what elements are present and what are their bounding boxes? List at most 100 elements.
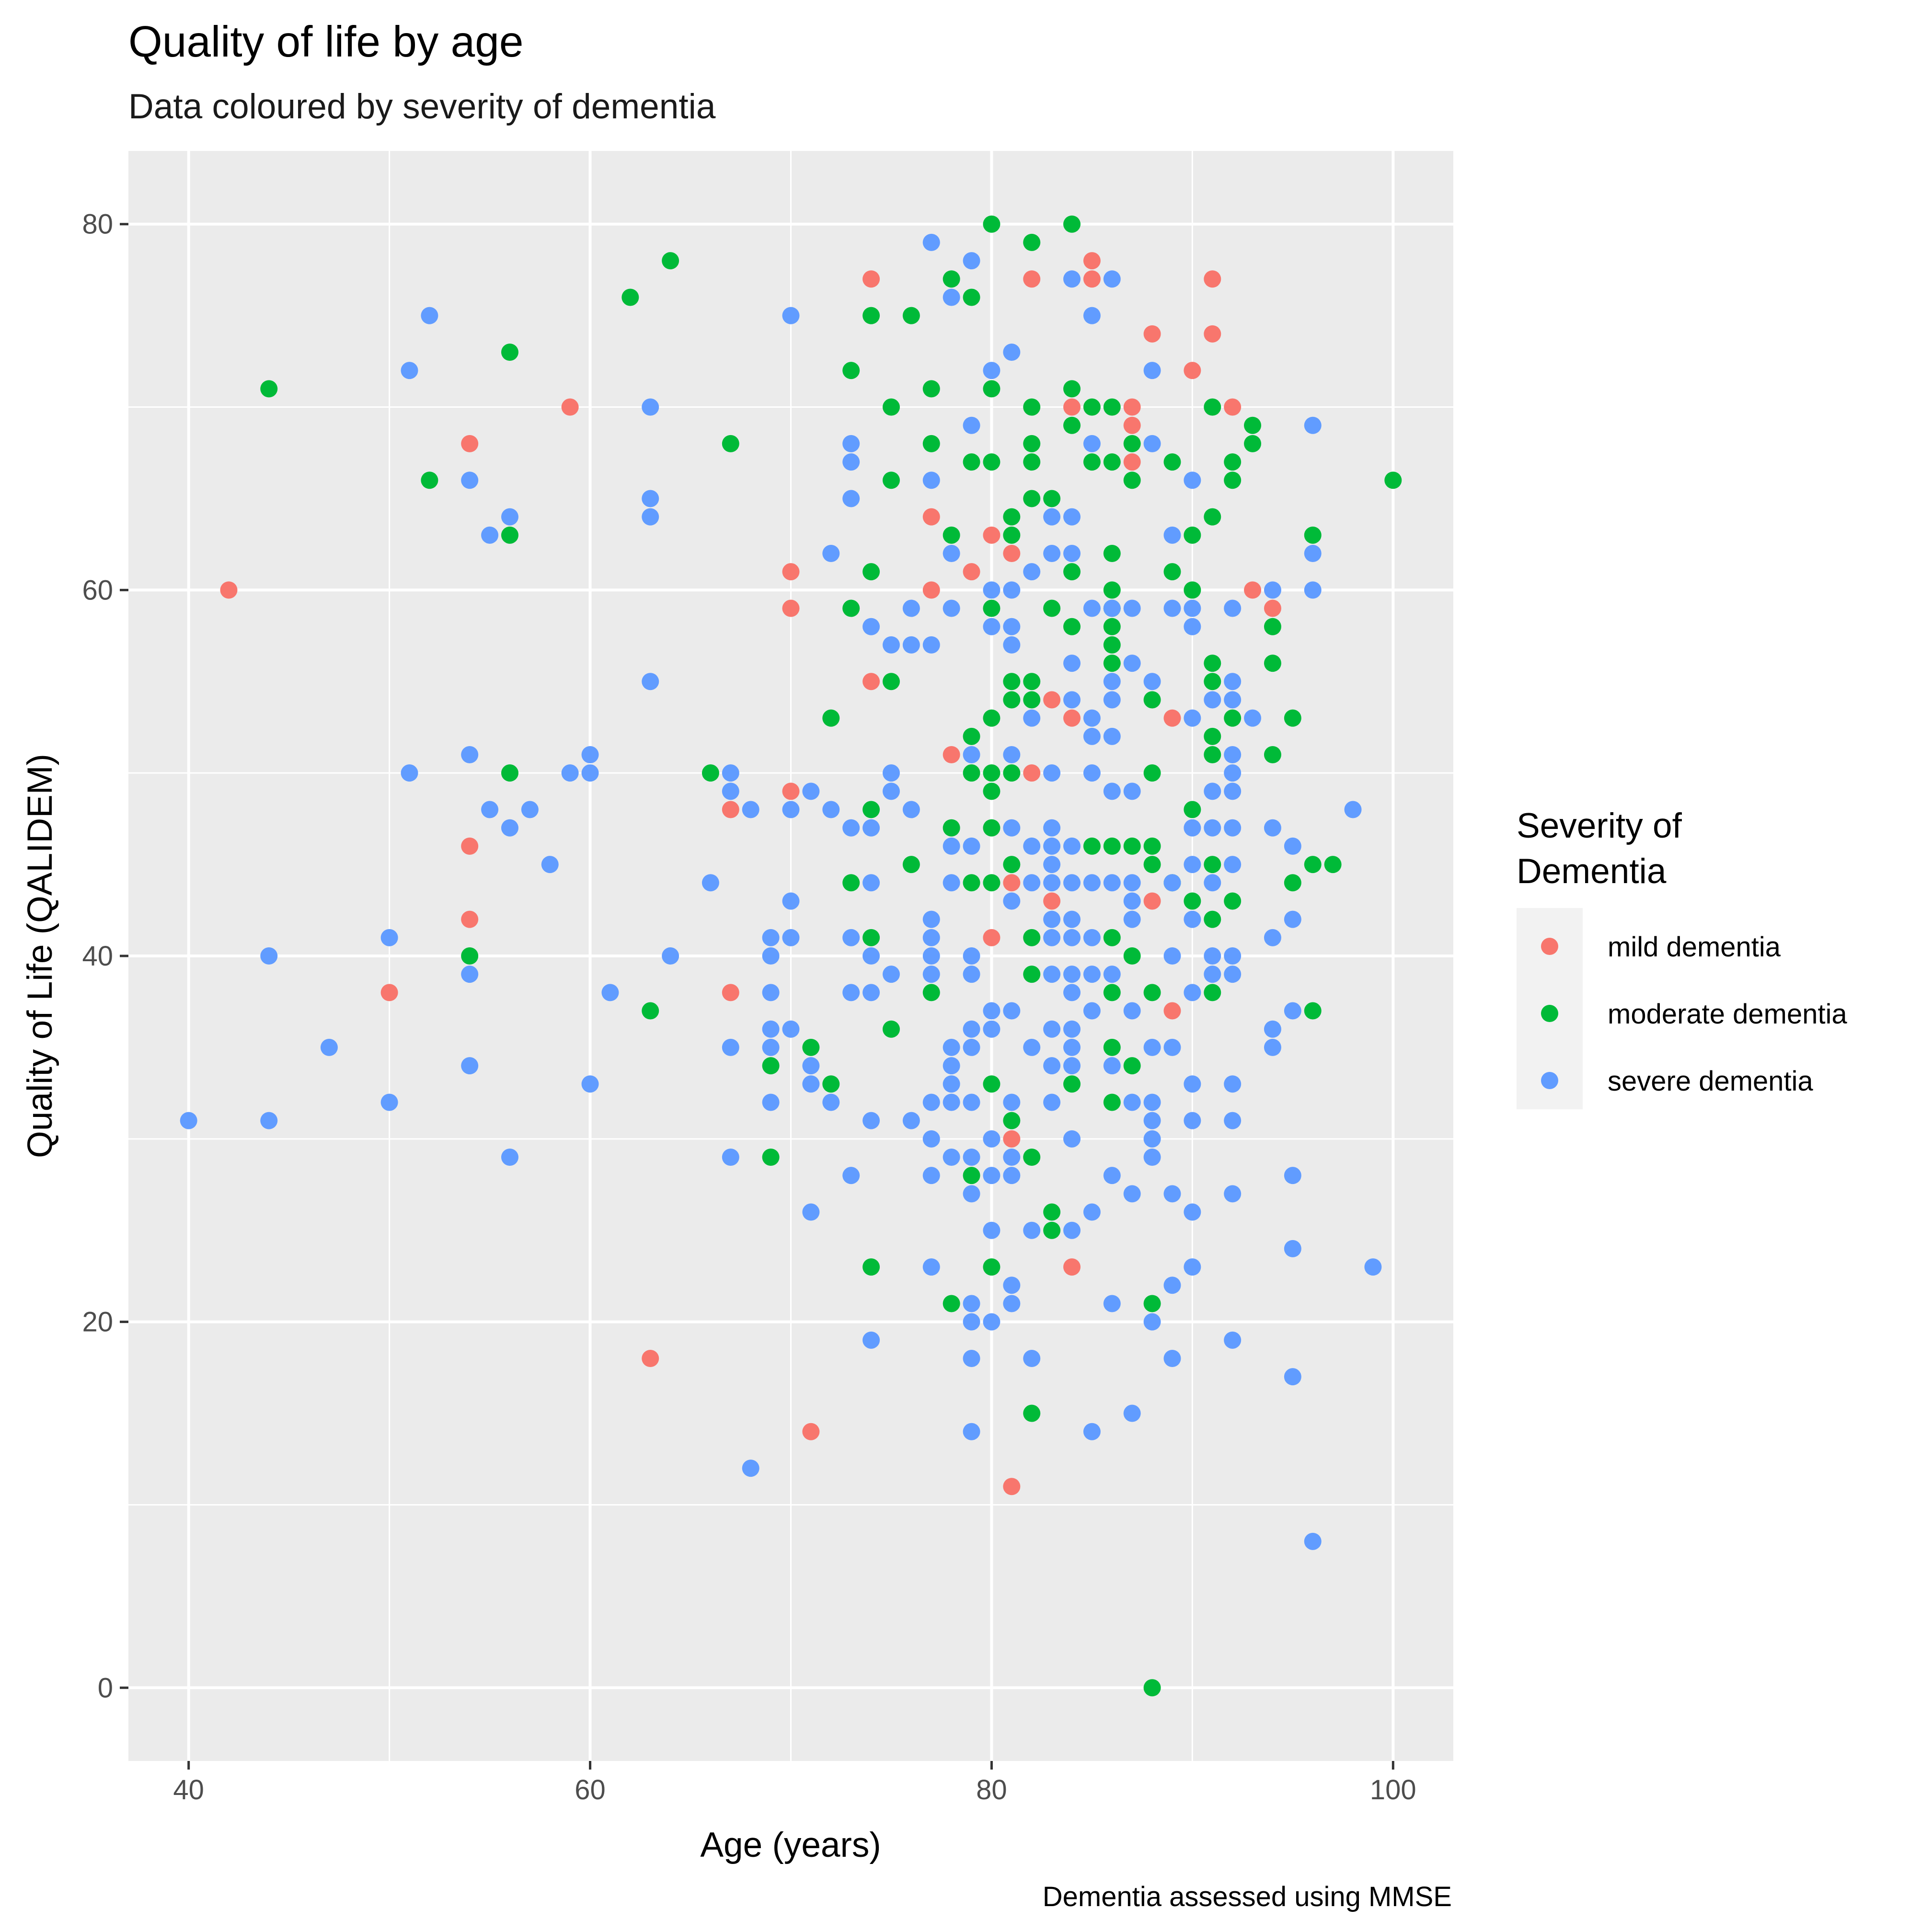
data-point-moderate-dementia xyxy=(501,764,518,782)
data-point-severe-dementia xyxy=(762,929,780,946)
data-point-severe-dementia xyxy=(1143,362,1161,380)
data-point-moderate-dementia xyxy=(1103,1093,1121,1111)
data-point-moderate-dementia xyxy=(1063,215,1081,233)
data-point-severe-dementia xyxy=(1083,1002,1101,1020)
data-point-severe-dementia xyxy=(963,416,980,434)
data-point-severe-dementia xyxy=(1083,764,1101,782)
data-point-mild-dementia xyxy=(1063,398,1081,416)
data-point-moderate-dementia xyxy=(421,472,438,489)
data-point-moderate-dementia xyxy=(1204,673,1221,690)
data-point-severe-dementia xyxy=(1083,435,1101,452)
data-point-mild-dementia xyxy=(1023,270,1041,288)
data-point-mild-dementia xyxy=(782,782,800,800)
data-point-mild-dementia xyxy=(461,837,479,855)
y-tick-label: 0 xyxy=(98,1672,113,1703)
y-axis-ticks: 0 20 40 60 80 xyxy=(82,209,128,1703)
data-point-severe-dementia xyxy=(581,764,599,782)
data-point-severe-dementia xyxy=(842,984,860,1001)
data-point-mild-dementia xyxy=(1244,581,1262,599)
data-point-moderate-dementia xyxy=(1023,490,1041,507)
data-point-severe-dementia xyxy=(1224,691,1242,709)
data-point-severe-dementia xyxy=(461,966,479,983)
data-point-severe-dementia xyxy=(722,764,739,782)
data-point-severe-dementia xyxy=(842,490,860,507)
data-point-mild-dementia xyxy=(1163,709,1181,727)
data-point-mild-dementia xyxy=(1003,874,1021,892)
data-point-moderate-dementia xyxy=(1184,526,1201,544)
data-point-severe-dementia xyxy=(943,599,960,617)
data-point-moderate-dementia xyxy=(1184,581,1201,599)
data-point-mild-dementia xyxy=(1003,1130,1021,1148)
data-point-severe-dementia xyxy=(1003,1167,1021,1184)
data-point-severe-dementia xyxy=(1264,929,1281,946)
data-point-severe-dementia xyxy=(1003,581,1021,599)
data-point-severe-dementia xyxy=(1224,1331,1242,1349)
data-point-moderate-dementia xyxy=(621,288,639,306)
data-point-mild-dementia xyxy=(1264,599,1281,617)
chart-caption: Dementia assessed using MMSE xyxy=(1043,1881,1452,1912)
data-point-moderate-dementia xyxy=(862,563,880,581)
legend-key xyxy=(1541,1005,1558,1022)
y-axis-title: Quality of Life (QALIDEM) xyxy=(21,754,59,1158)
data-point-moderate-dementia xyxy=(1103,655,1121,672)
data-point-moderate-dementia xyxy=(1244,435,1262,452)
data-point-severe-dementia xyxy=(922,947,940,965)
data-point-severe-dementia xyxy=(1063,966,1081,983)
data-point-severe-dementia xyxy=(1184,599,1201,617)
data-point-severe-dementia xyxy=(1103,874,1121,892)
data-point-severe-dementia xyxy=(1184,1075,1201,1093)
data-point-moderate-dementia xyxy=(983,1258,1000,1276)
data-point-moderate-dementia xyxy=(1204,746,1221,763)
data-point-moderate-dementia xyxy=(1204,508,1221,526)
data-point-moderate-dementia xyxy=(1083,398,1101,416)
data-point-moderate-dementia xyxy=(963,1167,980,1184)
data-point-severe-dementia xyxy=(642,398,659,416)
data-point-severe-dementia xyxy=(943,874,960,892)
data-point-moderate-dementia xyxy=(1023,435,1041,452)
data-point-severe-dementia xyxy=(963,1149,980,1166)
data-point-moderate-dementia xyxy=(1063,380,1081,398)
data-point-severe-dementia xyxy=(862,819,880,837)
data-point-mild-dementia xyxy=(963,563,980,581)
data-point-severe-dementia xyxy=(1023,1038,1041,1056)
data-point-severe-dementia xyxy=(1304,416,1322,434)
data-point-mild-dementia xyxy=(943,746,960,763)
legend: Severity of Dementia mild dementia modera… xyxy=(1517,806,1847,1109)
data-point-moderate-dementia xyxy=(1264,746,1281,763)
data-point-severe-dementia xyxy=(1023,837,1041,855)
data-point-severe-dementia xyxy=(1184,472,1201,489)
data-point-severe-dementia xyxy=(782,1020,800,1038)
data-point-severe-dementia xyxy=(742,1460,759,1477)
data-point-moderate-dementia xyxy=(983,819,1000,837)
data-point-moderate-dementia xyxy=(1003,508,1021,526)
data-point-moderate-dementia xyxy=(983,453,1000,471)
data-point-severe-dementia xyxy=(1123,892,1141,910)
data-point-severe-dementia xyxy=(983,1221,1000,1239)
data-point-severe-dementia xyxy=(1264,581,1281,599)
data-point-severe-dementia xyxy=(922,1130,940,1148)
data-point-severe-dementia xyxy=(501,1149,518,1166)
data-point-severe-dementia xyxy=(1204,691,1221,709)
data-point-severe-dementia xyxy=(1023,1221,1041,1239)
data-point-severe-dementia xyxy=(762,947,780,965)
data-point-moderate-dementia xyxy=(983,764,1000,782)
data-point-severe-dementia xyxy=(320,1038,338,1056)
data-point-moderate-dementia xyxy=(1023,453,1041,471)
data-point-mild-dementia xyxy=(1123,398,1141,416)
data-point-severe-dementia xyxy=(260,947,278,965)
data-point-severe-dementia xyxy=(983,1130,1000,1148)
data-point-moderate-dementia xyxy=(862,929,880,946)
data-point-severe-dementia xyxy=(1224,947,1242,965)
data-point-mild-dementia xyxy=(782,563,800,581)
data-point-severe-dementia xyxy=(401,362,418,380)
data-point-severe-dementia xyxy=(963,1093,980,1111)
data-point-mild-dementia xyxy=(1043,892,1061,910)
data-point-severe-dementia xyxy=(963,966,980,983)
legend-title-line-1: Severity of xyxy=(1517,806,1682,845)
data-point-moderate-dementia xyxy=(882,1020,900,1038)
data-point-mild-dementia xyxy=(461,910,479,928)
data-point-severe-dementia xyxy=(1063,691,1081,709)
data-point-mild-dementia xyxy=(1224,398,1242,416)
data-point-severe-dementia xyxy=(943,1057,960,1075)
data-point-severe-dementia xyxy=(782,929,800,946)
